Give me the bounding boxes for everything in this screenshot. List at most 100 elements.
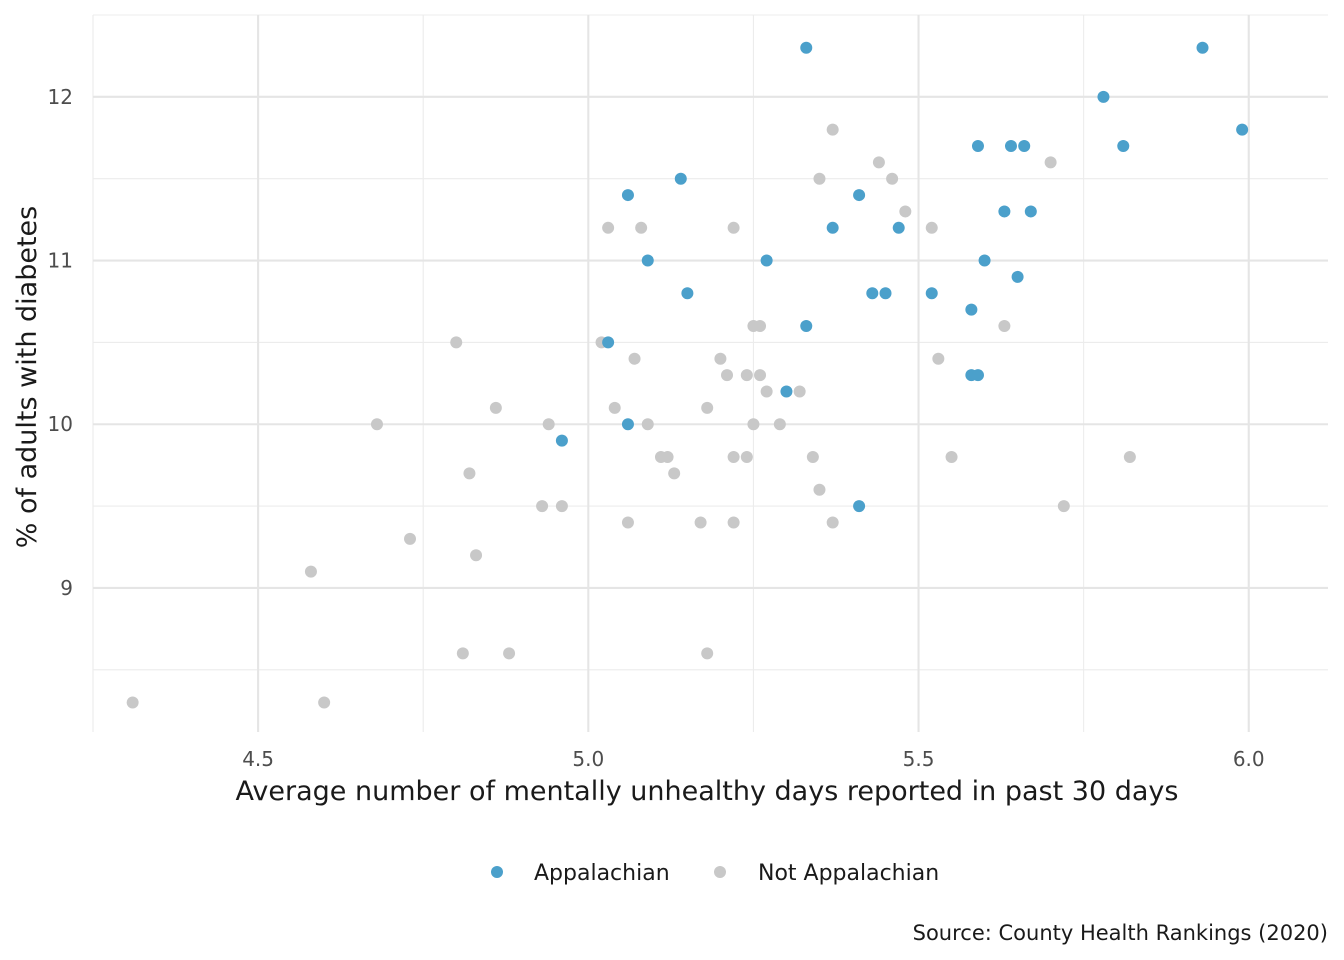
major-gridlines-x: [257, 15, 1250, 732]
point-appalachian: [641, 254, 654, 267]
point-appalachian: [1004, 139, 1017, 152]
point-appalachian: [853, 189, 866, 202]
point-not-appalachian: [463, 467, 476, 480]
minor-gridlines-y: [93, 14, 1328, 671]
point-appalachian: [800, 41, 813, 54]
point-appalachian: [1236, 123, 1249, 136]
point-appalachian: [1196, 41, 1209, 54]
point-not-appalachian: [727, 450, 740, 463]
point-not-appalachian: [899, 205, 912, 218]
point-not-appalachian: [747, 418, 760, 431]
point-not-appalachian: [826, 123, 839, 136]
point-appalachian: [866, 287, 879, 300]
point-not-appalachian: [813, 172, 826, 185]
point-not-appalachian: [925, 221, 938, 234]
point-appalachian: [971, 139, 984, 152]
point-not-appalachian: [503, 647, 516, 660]
point-not-appalachian: [701, 647, 714, 660]
point-not-appalachian: [602, 221, 615, 234]
point-appalachian: [674, 172, 687, 185]
point-appalachian: [1024, 205, 1037, 218]
legend: Appalachian Not Appalachian: [491, 861, 939, 886]
point-not-appalachian: [621, 516, 634, 529]
y-tick-label: 10: [48, 412, 73, 436]
point-not-appalachian: [727, 221, 740, 234]
point-appalachian: [1097, 90, 1110, 103]
point-appalachian: [621, 418, 634, 431]
point-not-appalachian: [536, 500, 549, 513]
point-appalachian: [760, 254, 773, 267]
point-appalachian: [925, 287, 938, 300]
point-appalachian: [853, 500, 866, 513]
point-not-appalachian: [872, 156, 885, 169]
legend-key-not-appalachian: [714, 866, 726, 878]
point-not-appalachian: [998, 320, 1011, 333]
x-tick-label: 4.5: [242, 747, 274, 771]
point-not-appalachian: [370, 418, 383, 431]
point-not-appalachian: [641, 418, 654, 431]
legend-item-appalachian: Appalachian: [491, 861, 670, 886]
y-tick-label: 12: [48, 85, 73, 109]
point-appalachian: [621, 189, 634, 202]
data-points: [126, 41, 1249, 709]
major-gridlines-y: [93, 95, 1328, 589]
point-not-appalachian: [694, 516, 707, 529]
point-not-appalachian: [886, 172, 899, 185]
point-appalachian: [1018, 139, 1031, 152]
point-appalachian: [602, 336, 615, 349]
point-not-appalachian: [404, 532, 417, 545]
point-not-appalachian: [701, 401, 714, 414]
point-not-appalachian: [304, 565, 317, 578]
point-not-appalachian: [450, 336, 463, 349]
point-not-appalachian: [1123, 450, 1136, 463]
point-not-appalachian: [806, 450, 819, 463]
point-not-appalachian: [542, 418, 555, 431]
point-not-appalachian: [661, 450, 674, 463]
point-appalachian: [965, 303, 978, 316]
point-appalachian: [978, 254, 991, 267]
point-appalachian: [826, 221, 839, 234]
point-appalachian: [681, 287, 694, 300]
point-not-appalachian: [945, 450, 958, 463]
point-not-appalachian: [1044, 156, 1057, 169]
point-appalachian: [800, 320, 813, 333]
point-not-appalachian: [754, 369, 767, 382]
point-not-appalachian: [126, 696, 139, 709]
point-not-appalachian: [721, 369, 734, 382]
y-tick-label: 11: [48, 249, 73, 273]
x-tick-label: 5.0: [572, 747, 604, 771]
point-not-appalachian: [608, 401, 621, 414]
source-caption: Source: County Health Rankings (2020): [913, 921, 1328, 945]
legend-item-not-appalachian: Not Appalachian: [714, 861, 939, 886]
legend-label-not-appalachian: Not Appalachian: [758, 861, 939, 886]
x-tick-label: 5.5: [903, 747, 935, 771]
point-not-appalachian: [1057, 500, 1070, 513]
point-appalachian: [780, 385, 793, 398]
point-appalachian: [555, 434, 568, 447]
x-axis-tick-labels: 4.5 5.0 5.5 6.0: [242, 747, 1264, 771]
y-axis-tick-labels: 9 10 11 12: [48, 85, 73, 600]
point-not-appalachian: [635, 221, 648, 234]
y-tick-label: 9: [60, 576, 73, 600]
point-not-appalachian: [318, 696, 331, 709]
point-not-appalachian: [793, 385, 806, 398]
point-appalachian: [1011, 270, 1024, 283]
point-not-appalachian: [727, 516, 740, 529]
point-not-appalachian: [470, 549, 483, 562]
x-axis-title: Average number of mentally unhealthy day…: [236, 776, 1179, 807]
point-not-appalachian: [932, 352, 945, 365]
point-appalachian: [892, 221, 905, 234]
point-appalachian: [971, 369, 984, 382]
point-not-appalachian: [740, 450, 753, 463]
minor-gridlines-x: [92, 15, 1085, 732]
point-not-appalachian: [714, 352, 727, 365]
y-axis-title: % of adults with diabetes: [12, 206, 43, 548]
legend-key-appalachian: [491, 866, 503, 878]
point-not-appalachian: [754, 320, 767, 333]
point-not-appalachian: [760, 385, 773, 398]
point-appalachian: [1117, 139, 1130, 152]
point-not-appalachian: [555, 500, 568, 513]
point-not-appalachian: [826, 516, 839, 529]
point-not-appalachian: [740, 369, 753, 382]
x-tick-label: 6.0: [1233, 747, 1265, 771]
